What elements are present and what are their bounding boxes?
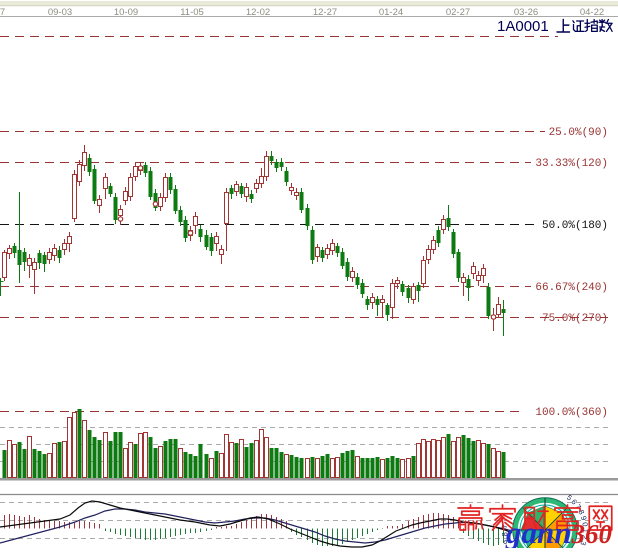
svg-text:gann360: gann360 bbox=[505, 515, 612, 548]
svg-text:100.0%(360): 100.0%(360) bbox=[535, 407, 608, 419]
svg-text:10-09: 10-09 bbox=[114, 7, 138, 18]
svg-text:75.0%(270): 75.0%(270) bbox=[542, 313, 608, 325]
svg-text:09-03: 09-03 bbox=[48, 7, 72, 18]
svg-text:12-27: 12-27 bbox=[313, 7, 337, 18]
svg-text:11-05: 11-05 bbox=[180, 7, 204, 18]
svg-text:33.33%(120): 33.33%(120) bbox=[535, 158, 608, 170]
svg-text:04-22: 04-22 bbox=[580, 7, 604, 18]
svg-text:1: 1 bbox=[581, 529, 590, 533]
svg-text:6: 6 bbox=[569, 497, 578, 506]
svg-text:8: 8 bbox=[500, 532, 509, 537]
svg-text:66.67%(240): 66.67%(240) bbox=[535, 282, 608, 294]
svg-text:12-02: 12-02 bbox=[246, 7, 270, 18]
svg-text:8: 8 bbox=[576, 508, 586, 516]
svg-text:01-24: 01-24 bbox=[379, 7, 403, 18]
svg-text:0: 0 bbox=[580, 522, 589, 527]
svg-text:7: 7 bbox=[573, 502, 583, 511]
svg-text:5: 5 bbox=[565, 493, 574, 503]
svg-text:25.0%(90): 25.0%(90) bbox=[549, 127, 608, 139]
svg-text:3: 3 bbox=[578, 540, 588, 547]
svg-text:7: 7 bbox=[0, 7, 5, 18]
svg-text:03-26: 03-26 bbox=[514, 7, 538, 18]
svg-text:2: 2 bbox=[580, 534, 590, 540]
svg-text:02-27: 02-27 bbox=[446, 7, 470, 18]
svg-text:9: 9 bbox=[501, 539, 511, 546]
svg-text:50.0%(180): 50.0%(180) bbox=[542, 220, 608, 232]
svg-text:9: 9 bbox=[579, 515, 589, 522]
svg-text:7: 7 bbox=[500, 524, 509, 529]
svg-text:1A0001: 1A0001 bbox=[497, 18, 549, 35]
